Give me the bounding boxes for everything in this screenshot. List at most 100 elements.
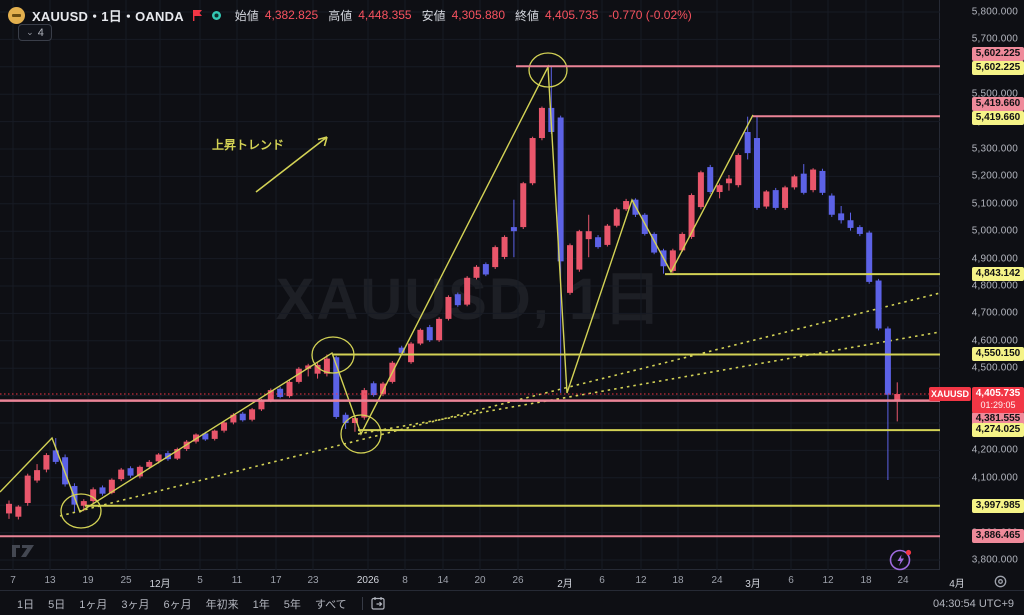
zigzag-trendline[interactable]	[0, 64, 754, 514]
candle	[454, 294, 461, 306]
uptrend-annotation[interactable]: 上昇トレンド	[212, 137, 284, 152]
go-to-date-icon[interactable]	[371, 596, 387, 611]
close-label: 終値	[515, 8, 540, 23]
range-button-1ヶ月[interactable]: 1ヶ月	[72, 594, 114, 614]
candle	[482, 264, 489, 275]
candle	[136, 466, 143, 477]
candle	[791, 176, 798, 188]
candle	[875, 280, 882, 329]
time-tick-label: 24	[897, 575, 909, 586]
flag-icon[interactable]	[191, 9, 204, 22]
candle	[361, 390, 368, 418]
swing-circle[interactable]	[528, 52, 568, 88]
candlestick-chart[interactable]: 上昇トレンド	[0, 0, 940, 570]
symbol-header: XAUUSD・1日・OANDA 始値 4,382.825 高値 4,448.355 …	[8, 5, 692, 25]
notification-dot	[905, 549, 912, 556]
price-level-badge: 4,274.025	[972, 423, 1024, 438]
chevron-down-icon: ⌄	[26, 27, 34, 37]
dotted-trendline[interactable]	[357, 331, 940, 435]
time-tick-label: 3月	[745, 579, 761, 590]
candle	[894, 394, 901, 401]
candle	[492, 247, 499, 268]
candle	[679, 233, 686, 251]
lightning-events-button[interactable]	[888, 547, 914, 573]
range-button-3ヶ月[interactable]: 3ヶ月	[114, 594, 156, 614]
current-price-symbol-label: XAUUSD	[929, 387, 971, 402]
candle	[725, 178, 732, 184]
candle	[127, 468, 134, 476]
chart-canvas[interactable]: XAUUSD, 1日 上昇トレンド XAUUSD・1日・OANDA 始値 4,38…	[0, 0, 940, 573]
candle	[15, 506, 22, 517]
range-button-5日[interactable]: 5日	[41, 594, 72, 614]
time-tick-label: 14	[437, 575, 449, 586]
price-tick-label: 5,200.000	[971, 170, 1018, 182]
time-tick-label: 24	[711, 575, 723, 586]
candle	[567, 245, 573, 293]
clock-utc[interactable]: 04:30:54 UTC+9	[932, 597, 1014, 610]
candle	[211, 430, 218, 439]
price-tick-label: 4,800.000	[971, 280, 1018, 292]
candle	[716, 185, 723, 193]
symbol-title[interactable]: XAUUSD・1日・OANDA	[32, 8, 184, 24]
price-tick-label: 5,100.000	[971, 198, 1018, 210]
price-tick-label: 5,500.000	[971, 88, 1018, 100]
range-buttons: 1日 5日 1ヶ月 3ヶ月 6ヶ月 年初来 1年 5年 すべて	[10, 594, 354, 614]
axis-settings-gear-icon[interactable]	[993, 574, 1008, 589]
candle	[323, 358, 330, 374]
swing-circle[interactable]	[60, 493, 102, 529]
tradingview-logo-icon[interactable]	[12, 543, 36, 564]
candle	[286, 381, 293, 397]
range-button-6ヶ月[interactable]: 6ヶ月	[157, 594, 199, 614]
time-tick-label: 5	[197, 575, 203, 586]
candle	[866, 232, 873, 282]
price-level-badge: 5,602.225	[972, 61, 1024, 76]
candle	[884, 328, 891, 395]
object-tree-collapse-chip[interactable]: ⌄ 4	[18, 24, 52, 41]
candle	[333, 357, 340, 417]
time-tick-label: 18	[860, 575, 872, 586]
price-tick-label: 4,100.000	[971, 472, 1018, 484]
range-button-5年[interactable]: 5年	[277, 594, 308, 614]
price-level-badge: 5,602.225	[972, 47, 1024, 62]
dotted-trendline[interactable]	[59, 292, 940, 517]
open-value: 4,382.825	[264, 8, 319, 22]
candle	[838, 213, 845, 221]
candle	[735, 155, 742, 186]
candle	[520, 183, 527, 228]
candle	[436, 318, 443, 341]
range-button-すべて[interactable]: すべて	[308, 594, 354, 614]
time-axis[interactable]: 7 13 19 25 12月 5 11 17 23 2026 8 14 20 26 2月 6 12 18 24 3月 6…	[0, 571, 1024, 591]
price-level-badge: 4,843.142	[972, 267, 1024, 282]
market-status-icon[interactable]	[211, 10, 222, 21]
price-level-badge: 4,381.555	[972, 411, 1024, 426]
price-tick-label: 5,800.000	[971, 6, 1018, 18]
candle	[174, 449, 181, 459]
candle	[707, 167, 714, 193]
range-button-1年[interactable]: 1年	[246, 594, 277, 614]
price-tick-label: 4,900.000	[971, 253, 1018, 265]
price-axis[interactable]: 5,800.0005,700.0005,600.0005,500.0005,40…	[929, 0, 1024, 570]
swing-circle[interactable]	[340, 414, 382, 454]
candle	[604, 225, 611, 245]
candle	[314, 364, 321, 374]
candle	[351, 418, 358, 423]
time-tick-label: 12月	[149, 579, 171, 590]
current-price-badge: 4,405.735 01:29:05	[972, 387, 1024, 414]
candle	[557, 117, 564, 262]
candle	[52, 450, 59, 462]
candle	[810, 169, 817, 191]
range-button-1日[interactable]: 1日	[10, 594, 41, 614]
time-tick-label: 11	[231, 575, 243, 586]
instrument-logo-icon[interactable]	[8, 6, 25, 24]
candle	[576, 231, 583, 270]
candle	[146, 461, 153, 467]
time-tick-label: 26	[512, 575, 524, 586]
time-tick-label: 4月	[949, 579, 965, 590]
candle	[230, 414, 237, 423]
time-tick-label: 17	[270, 575, 282, 586]
uptrend-arrow[interactable]	[255, 136, 328, 193]
price-tick-label: 5,700.000	[971, 33, 1018, 45]
candle	[800, 173, 807, 193]
range-button-年初来[interactable]: 年初来	[199, 594, 246, 614]
